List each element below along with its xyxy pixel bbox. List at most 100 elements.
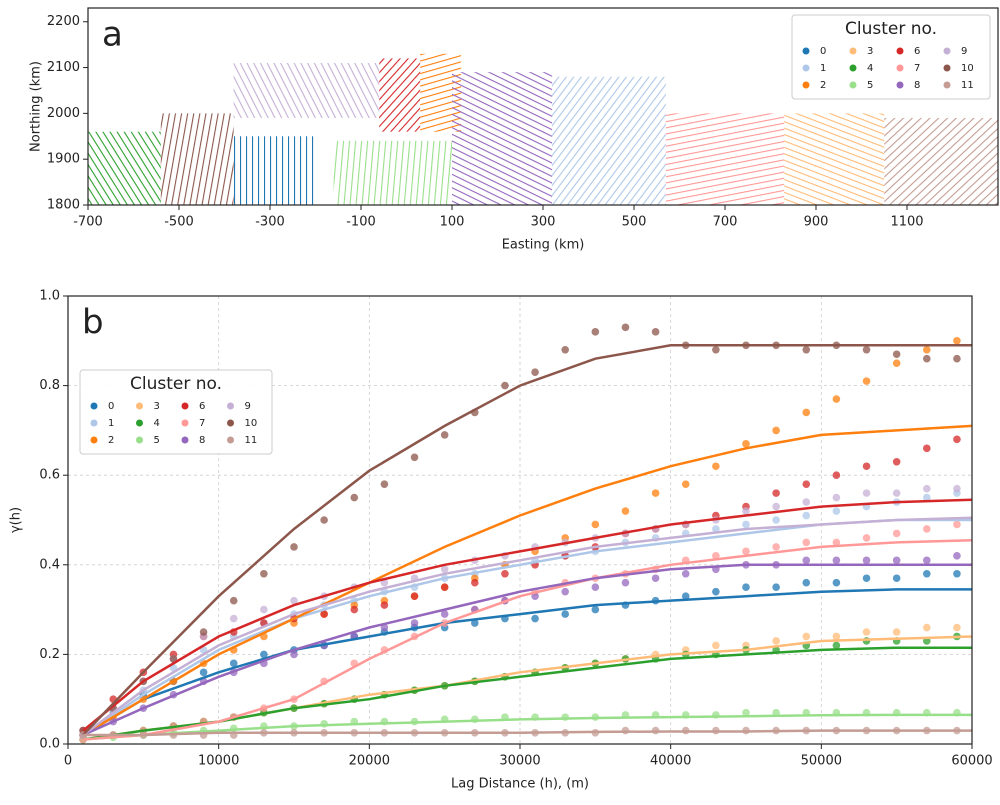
data-point bbox=[229, 596, 238, 605]
data-point bbox=[953, 552, 961, 560]
data-point bbox=[712, 552, 720, 560]
data-point bbox=[561, 345, 569, 354]
data-point bbox=[953, 623, 961, 632]
data-point bbox=[651, 328, 660, 336]
legend-title: Cluster no. bbox=[130, 374, 222, 394]
legend-label: 11 bbox=[961, 80, 974, 91]
data-point bbox=[742, 507, 750, 515]
data-point bbox=[892, 457, 901, 466]
data-point bbox=[712, 462, 720, 471]
data-point bbox=[471, 578, 479, 587]
x-tick-label: 500 bbox=[622, 215, 647, 230]
data-point bbox=[199, 668, 208, 677]
data-point bbox=[440, 610, 449, 618]
data-point bbox=[410, 592, 419, 600]
legend-marker bbox=[227, 402, 234, 410]
data-point bbox=[742, 708, 750, 717]
cluster-region bbox=[88, 131, 161, 205]
data-point bbox=[772, 502, 780, 511]
data-point bbox=[591, 328, 600, 336]
data-point bbox=[802, 556, 811, 565]
data-point bbox=[742, 547, 750, 556]
data-point bbox=[923, 556, 931, 565]
data-point bbox=[953, 520, 961, 529]
data-point bbox=[802, 538, 811, 547]
data-point bbox=[681, 569, 690, 578]
legend-title: Cluster no. bbox=[845, 19, 937, 39]
cluster-region bbox=[233, 62, 380, 118]
data-point bbox=[832, 632, 841, 641]
data-point bbox=[802, 498, 811, 506]
legend-label: 0 bbox=[108, 401, 114, 412]
legend-box bbox=[79, 369, 273, 455]
fit-line bbox=[82, 588, 972, 737]
data-point bbox=[772, 543, 780, 551]
legend-label: 7 bbox=[199, 418, 205, 429]
data-point bbox=[229, 614, 238, 623]
data-point bbox=[772, 637, 780, 645]
y-tick-label: 1900 bbox=[47, 152, 80, 167]
data-point bbox=[802, 480, 811, 488]
x-tick-label: 700 bbox=[713, 215, 738, 230]
data-point bbox=[681, 592, 690, 600]
data-point bbox=[832, 578, 841, 587]
legend-marker bbox=[181, 436, 189, 444]
legend-label: 10 bbox=[245, 418, 258, 429]
data-point bbox=[862, 377, 871, 385]
data-point bbox=[862, 345, 871, 354]
fit-line bbox=[82, 518, 972, 737]
data-point bbox=[923, 493, 931, 502]
legend-label: 6 bbox=[199, 401, 205, 412]
data-point bbox=[440, 565, 449, 574]
data-point bbox=[832, 507, 841, 515]
data-point bbox=[561, 610, 569, 618]
legend-marker bbox=[896, 81, 904, 89]
legend-label: 9 bbox=[245, 401, 251, 412]
data-point bbox=[832, 395, 841, 403]
data-point bbox=[651, 574, 660, 583]
data-point bbox=[772, 708, 780, 717]
data-point bbox=[832, 556, 841, 565]
y-tick-label: 0.4 bbox=[39, 557, 60, 572]
data-point bbox=[712, 525, 720, 533]
legend-label: 10 bbox=[961, 63, 974, 74]
legend-label: 5 bbox=[154, 435, 160, 446]
legend-label: 2 bbox=[820, 80, 826, 91]
data-point bbox=[953, 435, 961, 444]
legend-marker bbox=[802, 64, 810, 72]
y-tick-label: 0.8 bbox=[39, 378, 60, 393]
data-point bbox=[621, 323, 630, 332]
data-point bbox=[290, 543, 298, 551]
legend-label: 1 bbox=[820, 63, 826, 74]
data-point bbox=[169, 655, 178, 663]
data-point bbox=[953, 337, 961, 345]
fit-line bbox=[82, 424, 973, 737]
data-point bbox=[531, 368, 539, 376]
legend-marker bbox=[181, 419, 189, 427]
x-axis-label: Lag Distance (h), (m) bbox=[451, 777, 589, 792]
cluster-region bbox=[333, 140, 452, 205]
cluster-region bbox=[884, 117, 998, 205]
fit-line bbox=[83, 729, 972, 737]
data-point bbox=[199, 628, 208, 636]
legend-marker bbox=[136, 402, 143, 410]
data-point bbox=[802, 511, 811, 520]
data-point bbox=[621, 507, 630, 515]
data-point bbox=[772, 516, 780, 524]
legend-label: 8 bbox=[199, 435, 205, 446]
data-point bbox=[410, 619, 419, 627]
x-tick-label: 100 bbox=[440, 215, 465, 230]
data-point bbox=[591, 520, 600, 529]
data-point bbox=[892, 556, 901, 565]
panel-label: a bbox=[102, 15, 123, 55]
data-point bbox=[290, 650, 298, 659]
data-point bbox=[742, 440, 750, 448]
data-point bbox=[531, 614, 539, 623]
data-point bbox=[501, 569, 509, 578]
legend-marker bbox=[136, 419, 143, 427]
legend-marker bbox=[896, 47, 904, 55]
axes-frame bbox=[67, 295, 973, 745]
data-point bbox=[290, 596, 298, 605]
legend-marker bbox=[227, 419, 234, 427]
